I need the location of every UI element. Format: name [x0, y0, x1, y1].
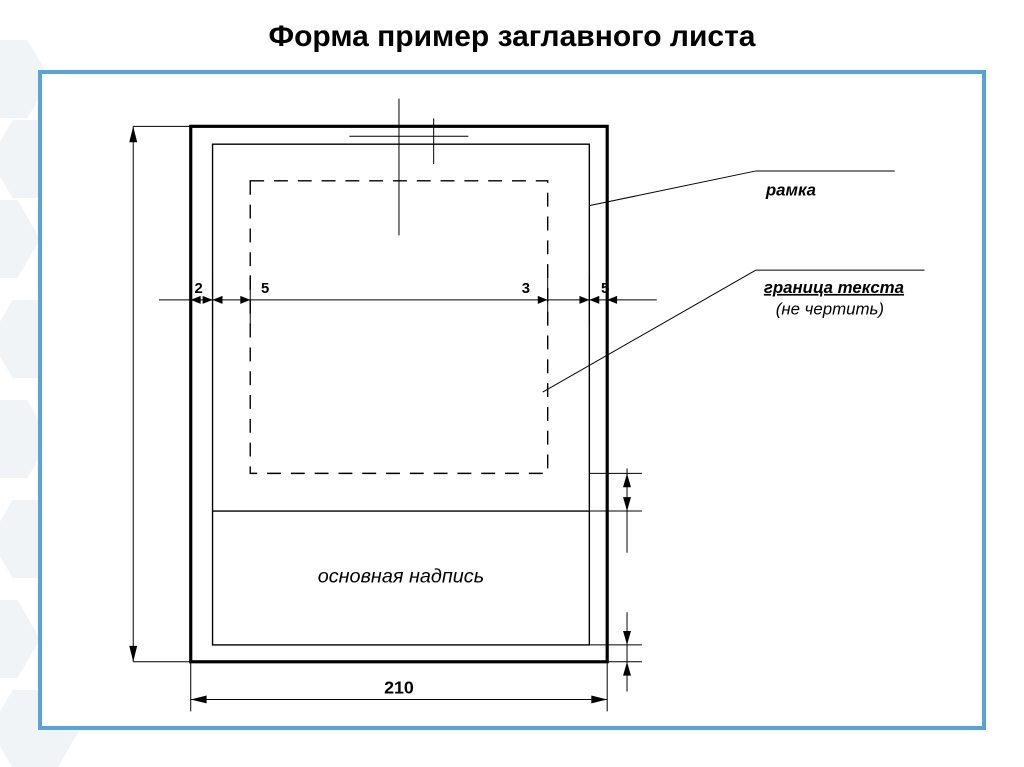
- dim-width-label: 210: [384, 678, 414, 698]
- arrow: [623, 473, 631, 487]
- callout-frame-label: рамка: [765, 181, 816, 200]
- arrow: [623, 631, 631, 645]
- leader-textborder: [543, 270, 756, 392]
- dim-label-3: 3: [522, 281, 530, 297]
- dim-label-5a: 5: [261, 281, 269, 297]
- arrow: [623, 497, 631, 511]
- arrow: [203, 296, 213, 304]
- main-block-label: основная надпись: [318, 565, 484, 587]
- arrow: [591, 695, 607, 703]
- page-title: Форма пример заглавного листа: [0, 20, 1024, 54]
- arrow: [538, 296, 548, 304]
- diagram-svg: 2 5 3 5 210 рамка граница текста (не чер…: [42, 74, 982, 726]
- dim-label-2: 2: [195, 281, 203, 297]
- arrow: [129, 646, 137, 662]
- arrow: [579, 296, 589, 304]
- leader-frame: [589, 171, 756, 206]
- arrow: [213, 296, 223, 304]
- dim-label-5b: 5: [601, 281, 609, 297]
- arrow: [589, 296, 599, 304]
- arrow: [623, 662, 631, 676]
- callout-textborder-label: граница текста: [764, 278, 904, 297]
- arrow: [240, 296, 250, 304]
- callout-textborder-label2: (не чертить): [776, 300, 884, 319]
- arrow: [191, 695, 207, 703]
- diagram-panel: 2 5 3 5 210 рамка граница текста (не чер…: [38, 70, 986, 730]
- arrow: [129, 126, 137, 142]
